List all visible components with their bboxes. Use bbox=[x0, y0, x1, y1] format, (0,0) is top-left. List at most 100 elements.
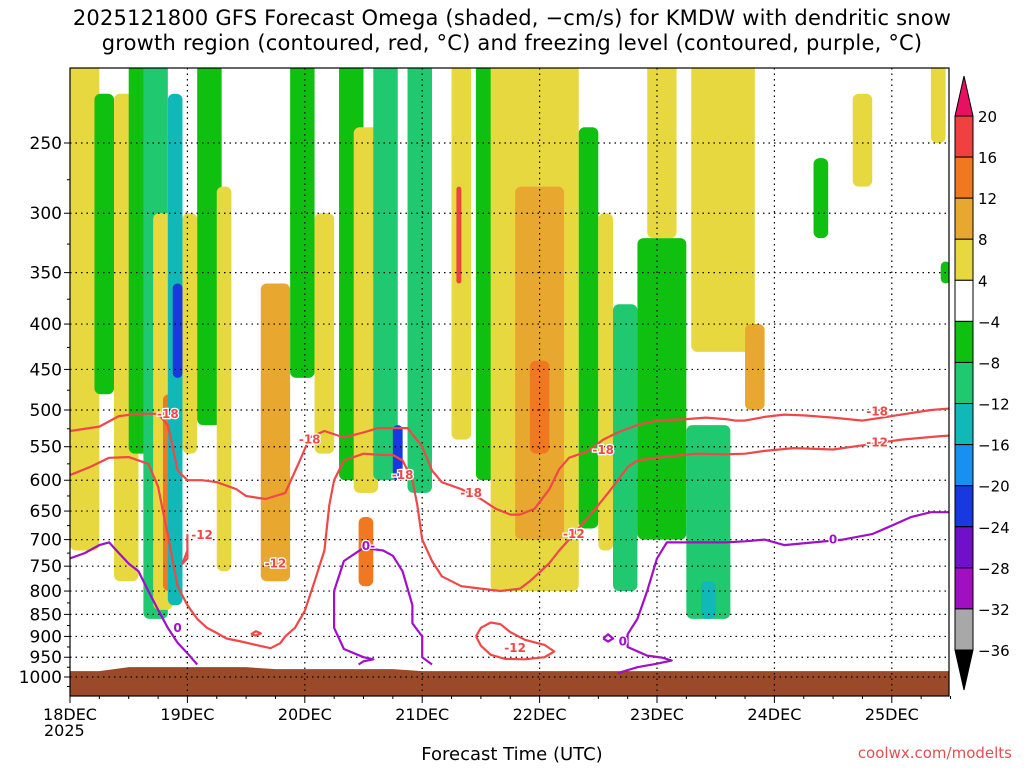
contour-label: -18 bbox=[460, 486, 482, 500]
colorbar-label: 4 bbox=[978, 272, 988, 290]
omega-band bbox=[197, 68, 222, 426]
colorbar-label: −8 bbox=[978, 354, 1000, 372]
x-tick-label: 19DEC bbox=[160, 705, 214, 724]
y-tick-label: 800 bbox=[30, 582, 62, 602]
x-tick-label: 18DEC bbox=[43, 705, 97, 724]
colorbar-label: −28 bbox=[978, 560, 1010, 578]
contour-label: -12 bbox=[866, 435, 888, 449]
x-axis-label: Forecast Time (UTC) bbox=[421, 744, 603, 765]
omega-band bbox=[290, 68, 315, 378]
contour-line bbox=[70, 434, 949, 650]
omega-band bbox=[930, 68, 946, 143]
omega-band bbox=[529, 360, 550, 454]
y-tick-label: 850 bbox=[30, 605, 62, 625]
colorbar: 20 16 12 8 4 −4 −8 −12 −16 −20 −24 −28 −32 −36 bbox=[954, 75, 1010, 691]
colorbar-label: 20 bbox=[978, 108, 997, 126]
contour-line bbox=[617, 511, 949, 675]
contour-line bbox=[181, 534, 189, 565]
colorbar-segment bbox=[954, 197, 974, 240]
colorbar-bottom-arrow bbox=[954, 649, 974, 691]
colorbar-label: 16 bbox=[978, 149, 997, 167]
omega-band bbox=[128, 68, 149, 454]
omega-band bbox=[392, 425, 403, 481]
contour-line bbox=[70, 407, 949, 516]
contour-label: -18 bbox=[866, 405, 888, 419]
omega-band bbox=[314, 213, 335, 454]
y-tick-label: 350 bbox=[30, 264, 62, 284]
ground-shading bbox=[70, 667, 949, 696]
colorbar-segment bbox=[954, 279, 974, 322]
grid-layer bbox=[70, 68, 949, 696]
x-tick-label: 21DEC bbox=[395, 705, 449, 724]
y-axis: 2503003504004505005506006507007508008509… bbox=[19, 134, 70, 688]
omega-band bbox=[373, 68, 398, 481]
contour-line bbox=[333, 546, 433, 666]
contour-layer bbox=[70, 407, 949, 675]
x-tick-label: 23DEC bbox=[630, 705, 684, 724]
omega-band bbox=[216, 186, 232, 572]
colorbar-segment bbox=[954, 403, 974, 446]
colorbar-segment bbox=[954, 361, 974, 405]
y-tick-label: 300 bbox=[30, 204, 62, 224]
omega-band bbox=[456, 186, 462, 284]
year-label: 2025 bbox=[44, 721, 85, 740]
y-tick-label: 500 bbox=[30, 401, 62, 421]
y-tick-label: 250 bbox=[30, 134, 62, 154]
omega-shading-layer bbox=[70, 68, 949, 619]
omega-band bbox=[691, 68, 755, 352]
plot-frame bbox=[69, 67, 950, 697]
y-tick-label: 900 bbox=[30, 627, 62, 647]
y-tick-label: 700 bbox=[30, 531, 62, 551]
x-tick-label: 22DEC bbox=[513, 705, 567, 724]
colorbar-segment bbox=[954, 320, 974, 363]
omega-band bbox=[637, 238, 687, 540]
y-tick-label: 600 bbox=[30, 471, 62, 491]
omega-band bbox=[94, 93, 115, 395]
omega-band bbox=[813, 158, 829, 239]
omega-band bbox=[578, 127, 599, 529]
contour-label: -18 bbox=[592, 443, 614, 457]
colorbar-label: −16 bbox=[978, 437, 1010, 455]
colorbar-label: −20 bbox=[978, 478, 1010, 496]
colorbar-label: −32 bbox=[978, 601, 1010, 619]
colorbar-segment bbox=[954, 156, 974, 199]
colorbar-segment bbox=[954, 526, 974, 569]
omega-band bbox=[358, 516, 374, 587]
contour-label: 0- bbox=[362, 539, 375, 553]
contour-label: -18 bbox=[157, 407, 179, 421]
omega-band bbox=[852, 93, 873, 187]
y-tick-label: 400 bbox=[30, 315, 62, 335]
omega-band bbox=[701, 581, 716, 619]
contour-label: 0 bbox=[619, 635, 627, 649]
colorbar-label: −4 bbox=[978, 313, 1000, 331]
title-line-2: growth region (contoured, red, °C) and f… bbox=[101, 31, 923, 55]
omega-band bbox=[172, 283, 183, 378]
title-line-1: 2025121800 GFS Forecast Omega (shaded, −… bbox=[72, 6, 952, 30]
x-axis: 18DEC 19DEC 20DEC 21DEC 22DEC 23DEC 24DEC 25DEC bbox=[43, 696, 951, 724]
colorbar-segment bbox=[954, 567, 974, 610]
omega-band bbox=[260, 283, 291, 582]
colorbar-segment bbox=[954, 485, 974, 528]
credit-link[interactable]: coolwx.com/modelts bbox=[857, 744, 1012, 762]
contour-label: -18 bbox=[299, 433, 321, 447]
y-tick-label: 950 bbox=[30, 648, 62, 668]
omega-band bbox=[612, 304, 638, 592]
x-tick-label: 24DEC bbox=[747, 705, 801, 724]
omega-band bbox=[353, 127, 379, 493]
y-tick-label: 1000 bbox=[19, 668, 62, 688]
contour-line bbox=[250, 630, 262, 637]
chart-title: 2025121800 GFS Forecast Omega (shaded, −… bbox=[0, 6, 1024, 56]
colorbar-segment bbox=[954, 238, 974, 281]
colorbar-segment bbox=[954, 608, 974, 651]
colorbar-top-arrow bbox=[954, 75, 974, 117]
omega-band bbox=[647, 68, 677, 239]
y-tick-label: 650 bbox=[30, 502, 62, 522]
y-tick-label: 750 bbox=[30, 557, 62, 577]
colorbar-label: −36 bbox=[978, 642, 1010, 660]
contour-label-layer: -18 -18 -18 -18 -18 -18 -12 -12 -12 -12 -12 0 0- 0 0 bbox=[156, 403, 889, 656]
contour-label: 0 bbox=[829, 533, 837, 547]
omega-band bbox=[745, 324, 765, 410]
y-tick-label: 450 bbox=[30, 360, 62, 380]
y-tick-label: 550 bbox=[30, 438, 62, 458]
